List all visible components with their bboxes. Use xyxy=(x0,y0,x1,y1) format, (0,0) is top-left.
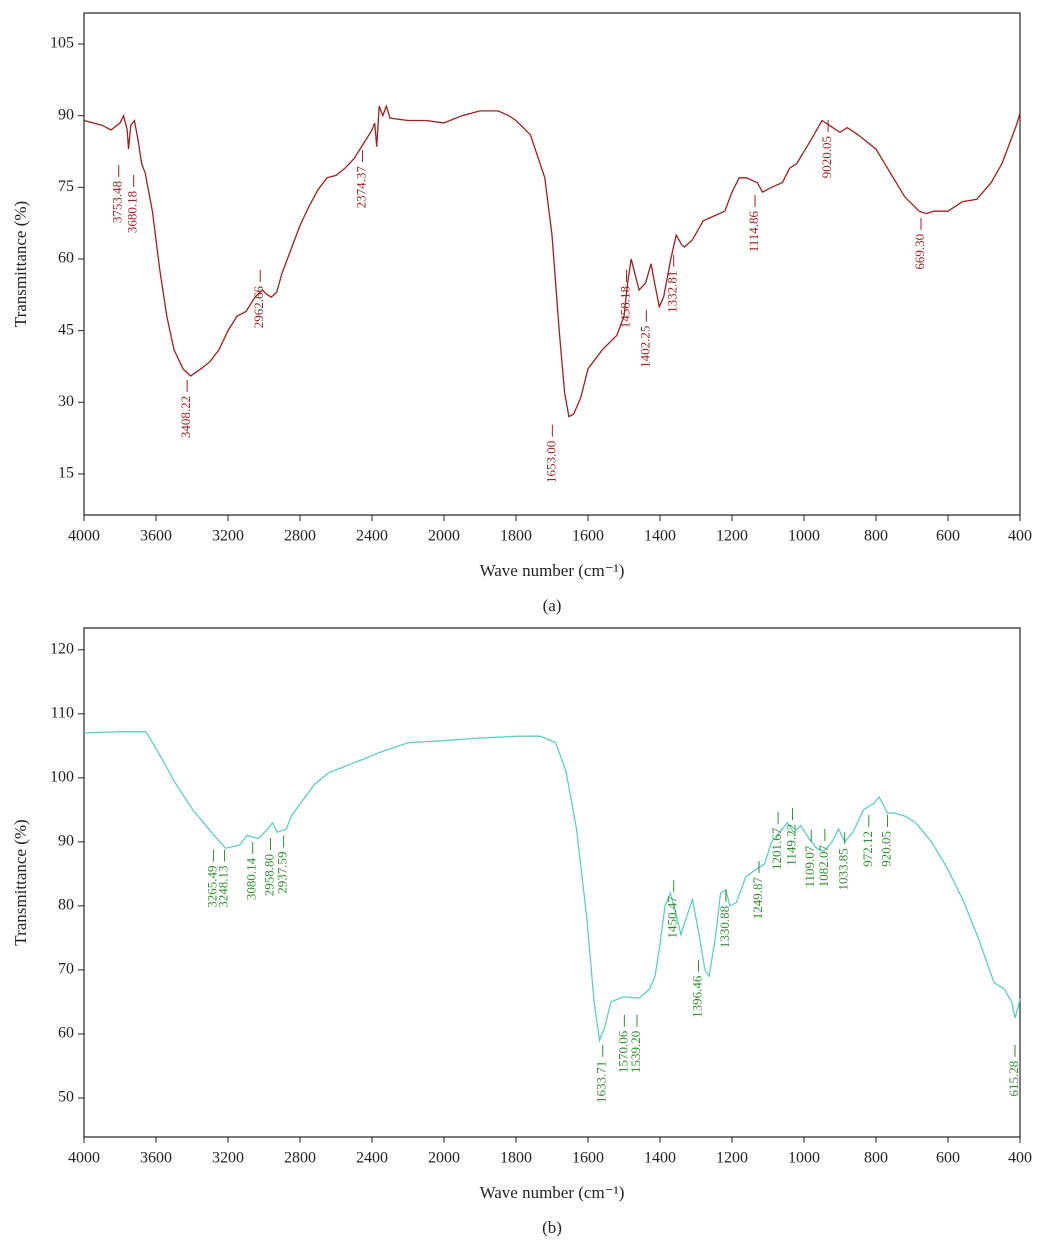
x-tick-label: 2800 xyxy=(284,528,316,545)
x-tick-label: 400 xyxy=(1008,528,1032,545)
caption: (a) xyxy=(543,596,562,615)
annotation-label: 1330.88 xyxy=(717,906,732,948)
annotation-label: 2937.59 xyxy=(275,851,290,893)
x-tick-label: 1400 xyxy=(644,1150,676,1167)
x-tick-label: 1400 xyxy=(644,528,676,545)
plot-frame xyxy=(83,12,1021,516)
annotation-label: 3680.18 xyxy=(125,191,140,233)
y-tick-label: 105 xyxy=(50,35,74,52)
x-tick-label: 2400 xyxy=(356,528,388,545)
x-tick-label: 800 xyxy=(864,528,888,545)
spectrum-line xyxy=(83,104,1021,418)
annotation-label: 920.05 xyxy=(879,831,894,867)
annotation-label: 972.12 xyxy=(860,831,875,867)
annotation-label: 1114.86 xyxy=(746,210,761,252)
y-tick-label: 15 xyxy=(58,465,74,482)
annotation-label: 1653.00 xyxy=(543,441,558,483)
y-tick-label: 90 xyxy=(58,833,74,850)
annotation-label: 1332.81 xyxy=(665,271,680,313)
annotation-label: 1458.18 xyxy=(618,286,633,328)
y-tick-label: 70 xyxy=(58,961,74,978)
x-tick-label: 1600 xyxy=(572,528,604,545)
panel: 15 30 45 60 75 90 105 4000 3600 3200 2800 2400 2000 1… xyxy=(11,12,1032,615)
annotation-label: 669.30 xyxy=(912,234,927,270)
x-tick-label: 1600 xyxy=(572,1150,604,1167)
annotation-label: 1402.25 xyxy=(637,326,652,368)
annotation-label: 1033.85 xyxy=(836,848,851,890)
y-tick-label: 60 xyxy=(58,1025,74,1042)
x-tick-label: 1200 xyxy=(716,528,748,545)
x-tick-label: 1800 xyxy=(500,1150,532,1167)
y-tick-label: 45 xyxy=(58,321,74,338)
annotation-label: 3248.13 xyxy=(216,866,231,908)
panel: 50 60 70 80 90 100 110 120 4000 3600 3200 2800 2400 2… xyxy=(11,627,1032,1237)
plot-frame xyxy=(83,627,1021,1138)
annotation-label: 3408.22 xyxy=(178,396,193,438)
x-tick-label: 3200 xyxy=(212,1150,244,1167)
y-tick-label: 60 xyxy=(58,250,74,267)
annotation-label: 3753.48 xyxy=(110,181,125,223)
y-axis-label: Transmittance (%) xyxy=(11,819,30,945)
y-tick-label: 75 xyxy=(58,178,74,195)
x-tick-label: 600 xyxy=(936,1150,960,1167)
y-tick-label: 120 xyxy=(50,640,74,657)
annotation-label: 1082.07 xyxy=(816,845,831,888)
x-tick-label: 2000 xyxy=(428,1150,460,1167)
annotation-label: 2962.66 xyxy=(251,285,266,328)
x-axis-label: Wave number (cm⁻¹) xyxy=(480,1183,625,1202)
annotation-label: 1539.20 xyxy=(628,1031,643,1073)
annotation-label: 1109.07 xyxy=(802,845,817,887)
caption: (b) xyxy=(542,1218,562,1237)
x-tick-label: 1200 xyxy=(716,1150,748,1167)
x-tick-label: 1800 xyxy=(500,528,532,545)
annotation-label: 2374.37 xyxy=(353,166,368,209)
annotation-label: 3080.14 xyxy=(244,857,259,900)
x-tick-label: 1000 xyxy=(788,528,820,545)
annotation-label: 9020.05 xyxy=(819,136,834,178)
annotation-label: 1633.71 xyxy=(594,1061,609,1103)
annotation-label: 1570.06 xyxy=(615,1030,630,1073)
x-tick-label: 2800 xyxy=(284,1150,316,1167)
annotation-label: 2958.80 xyxy=(261,854,276,896)
x-axis-label: Wave number (cm⁻¹) xyxy=(480,561,625,580)
x-tick-label: 600 xyxy=(936,528,960,545)
spectrum-line xyxy=(83,731,1021,1043)
x-tick-label: 3600 xyxy=(140,1150,172,1167)
x-tick-label: 2000 xyxy=(428,528,460,545)
x-tick-label: 3200 xyxy=(212,528,244,545)
annotation-label: 3265.49 xyxy=(204,866,219,908)
annotation-label: 1149.22 xyxy=(783,824,798,866)
x-tick-label: 1000 xyxy=(788,1150,820,1167)
x-tick-label: 2400 xyxy=(356,1150,388,1167)
x-tick-label: 800 xyxy=(864,1150,888,1167)
y-tick-label: 30 xyxy=(58,393,74,410)
annotation-label: 1249.87 xyxy=(750,877,765,920)
y-tick-label: 110 xyxy=(51,704,74,721)
annotation-label: 1396.46 xyxy=(690,975,705,1018)
y-tick-label: 100 xyxy=(50,768,74,785)
y-axis-label: Transmittance (%) xyxy=(11,201,30,327)
y-tick-label: 50 xyxy=(58,1089,74,1106)
x-tick-label: 4000 xyxy=(68,528,100,545)
y-tick-label: 80 xyxy=(58,897,74,914)
annotation-label: 1450.47 xyxy=(665,896,680,939)
x-tick-label: 3600 xyxy=(140,528,172,545)
y-tick-label: 90 xyxy=(58,106,74,123)
x-tick-label: 4000 xyxy=(68,1150,100,1167)
annotation-label: 1201.67 xyxy=(769,827,784,870)
annotation-label: 615.28 xyxy=(1006,1061,1021,1097)
x-tick-label: 400 xyxy=(1008,1150,1032,1167)
